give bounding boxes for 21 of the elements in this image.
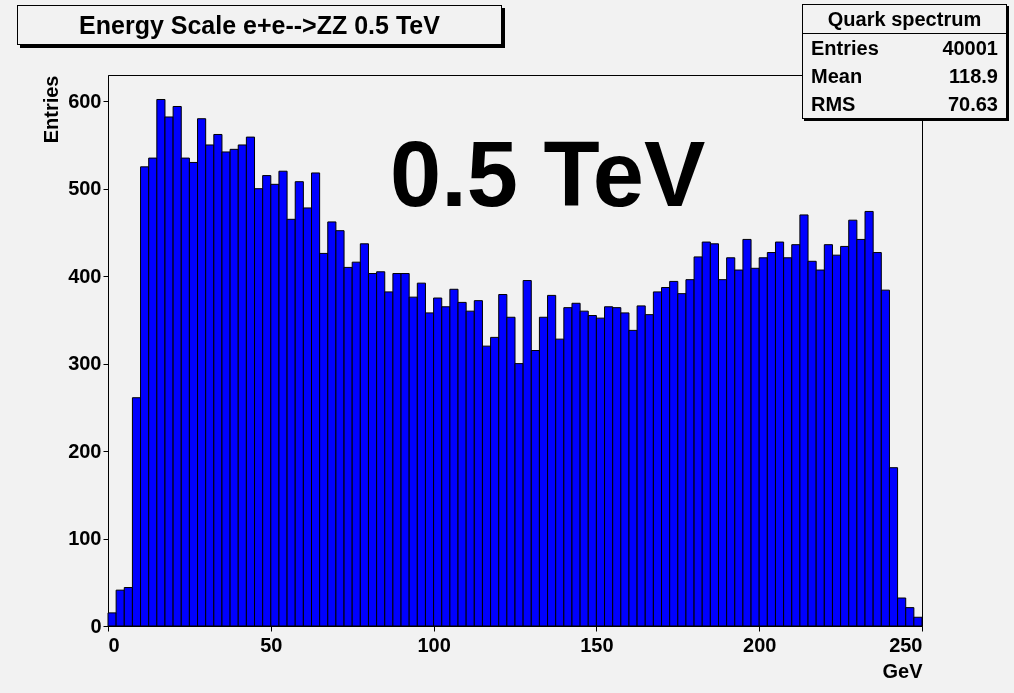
x-tick-label: 150 [580,633,614,656]
x-axis-title: GeV [882,659,924,682]
text: Entries 40001 [811,37,998,59]
y-tick-label: 100 [68,527,102,550]
x-tick-label: 200 [743,633,777,656]
y-tick-label: 400 [68,264,102,287]
x-tick-label: 100 [417,633,451,656]
x-tick-label: 50 [260,633,283,656]
y-tick-label: 500 [68,177,102,200]
y-axis-title: Entries [40,75,63,144]
y-tick-label: 200 [68,439,102,462]
x-tick-label: 0 [108,633,120,656]
chart-title: Energy Scale e+e-->ZZ 0.5 TeV [17,5,502,45]
text: Quark spectrum [803,5,1006,34]
text: RMS 70.63 [811,93,998,115]
annotation: 0.5 TeV [390,122,706,227]
y-tick-label: 0 [90,614,102,637]
y-tick-label: 600 [68,89,102,112]
y-tick-label: 300 [68,352,102,375]
x-tick-label: 250 [889,633,923,656]
text: Mean 118.9 [811,65,998,87]
